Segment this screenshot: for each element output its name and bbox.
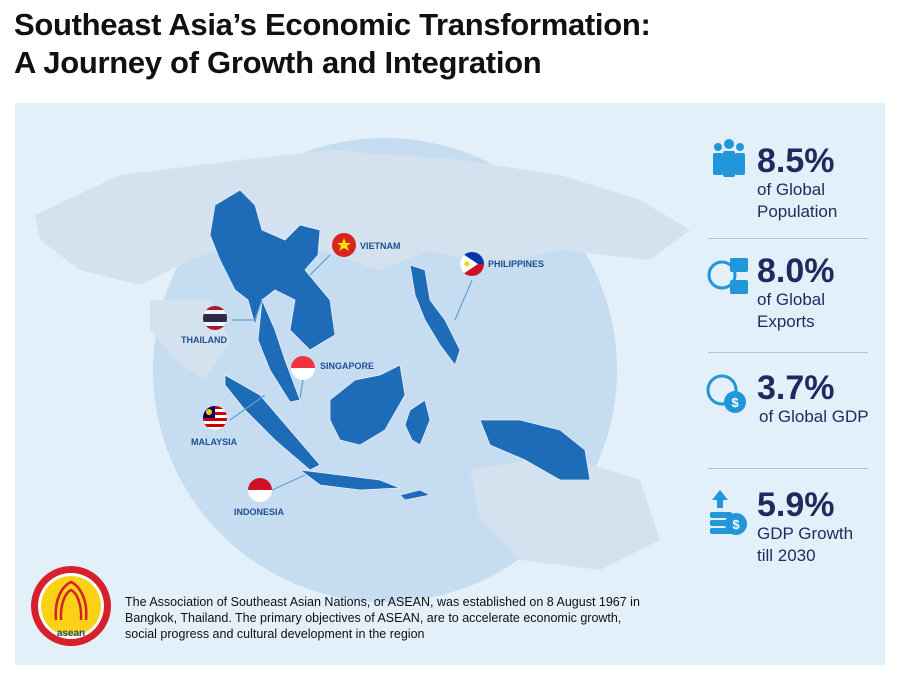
country-label: PHILIPPINES [488,259,544,269]
country-label: INDONESIA [234,507,285,517]
icon-population [713,139,745,177]
stat: 3.7% of Global GDP [757,370,872,428]
stat-value: 8.5% [757,142,835,180]
stat: 5.9% GDP Growth till 2030 [757,487,872,567]
icon-growth: $ [710,490,747,535]
country-label: THAILAND [181,335,227,345]
flag-malaysia [203,406,227,430]
flag-thailand [203,306,227,330]
country-label: VIETNAM [360,241,401,251]
pointer-lines [229,254,473,491]
stat-value: 3.7% [757,369,835,407]
stat-value: 5.9% [757,486,835,524]
title: Southeast Asia’s Economic Transformation… [14,6,651,82]
logo-text: asean [57,628,85,639]
separator [708,352,868,353]
asean-logo: asean [31,566,111,646]
icons: $ $ [706,139,748,535]
icon-exports [707,258,748,294]
stat-label: of Global Population [757,180,838,221]
flag-indonesia [248,478,272,502]
stat-label: of Global GDP [759,407,869,426]
asean-land [209,189,591,501]
title-line: Southeast Asia’s Economic Transformation… [14,7,651,42]
title-line: A Journey of Growth and Integration [14,45,542,80]
stat-value: 8.0% [757,252,835,290]
flag-vietnam [332,233,356,257]
stat-label: of Global Exports [757,290,826,331]
flags [203,233,484,502]
svg-text:$: $ [731,395,739,410]
stat-label: GDP Growth till 2030 [757,524,854,565]
icon-gdp: $ [706,374,746,413]
separator [708,238,868,239]
svg-text:$: $ [732,517,740,532]
country-label: MALAYSIA [191,437,238,447]
stat: 8.5% of Global Population [757,143,872,223]
background-land [35,150,690,570]
flag-philippines [460,252,484,276]
separator [708,468,868,469]
flag-singapore [291,356,315,380]
stat: 8.0% of Global Exports [757,253,872,333]
country-label: SINGAPORE [320,361,374,371]
description: The Association of Southeast Asian Natio… [125,595,640,641]
